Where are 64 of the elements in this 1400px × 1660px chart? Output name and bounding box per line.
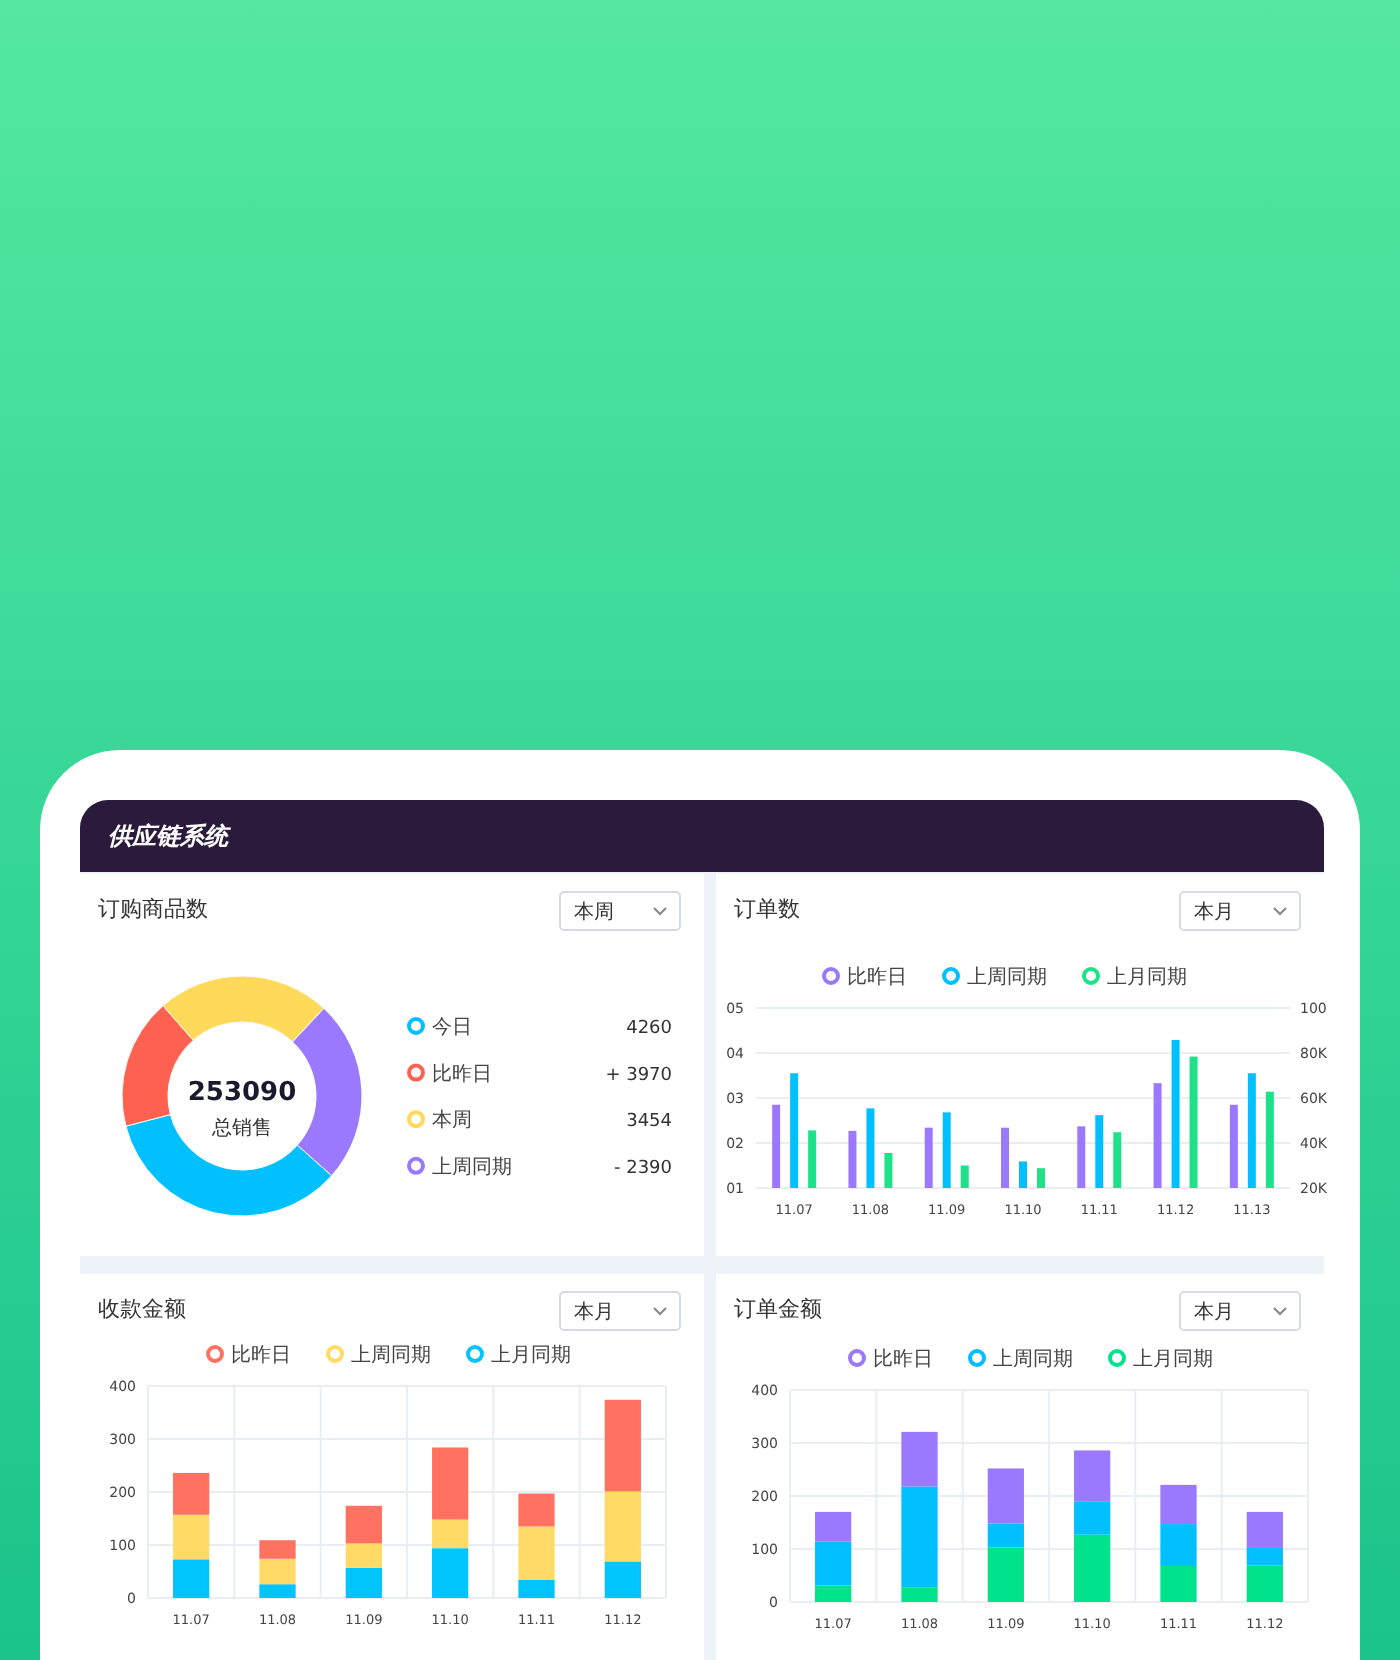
bar [901,1486,938,1588]
bar [1160,1524,1197,1566]
legend-label: 上月同期 [1133,1347,1213,1371]
chart-title: 订单数 [734,896,800,922]
bar [432,1447,469,1520]
chart-subtitle: 本月 [1194,1300,1234,1324]
text: 供应链系统 [108,822,232,850]
text: 总销售 [210,1116,272,1140]
bar [1246,1511,1283,1548]
bar [345,1567,382,1598]
bar [987,1547,1024,1602]
bar [604,1561,641,1598]
chart-subtitle: 本月 [1194,900,1234,924]
bar [1160,1484,1197,1525]
legend-label: 比昨日 [231,1343,291,1367]
bar [1074,1450,1111,1502]
bar [815,1585,852,1602]
bar [173,1514,210,1560]
bar [259,1558,296,1585]
chart-subtitle: 本月 [574,1300,614,1324]
legend-label: 上周同期 [993,1347,1073,1371]
bar [987,1523,1024,1548]
bar [604,1399,641,1492]
bar [259,1540,296,1559]
text: 253090 [187,1078,297,1108]
legend-label: 上周同期 [351,1343,431,1367]
text: + 3970 [605,1065,673,1086]
bar [345,1543,382,1568]
bar [604,1491,641,1562]
bar [987,1468,1024,1524]
bar [1246,1565,1283,1602]
bar [173,1472,210,1515]
bar [815,1511,852,1542]
bar [518,1579,555,1598]
legend-label: 上周同期 [967,965,1047,989]
legend-label: 上周同期 [432,1154,512,1179]
text: 4260 [626,1019,673,1039]
bar [259,1584,296,1598]
legend-label: 今日 [432,1015,472,1039]
text: 本周 [574,900,614,924]
bar [1074,1501,1111,1535]
bar [901,1587,938,1602]
legend-label: 本周 [432,1108,472,1133]
bar [345,1505,382,1544]
bar [901,1431,938,1487]
legend-label: 上月同期 [491,1343,571,1367]
bar [1160,1565,1197,1602]
bar [518,1493,555,1527]
text: 3454 [626,1112,673,1133]
bar [1246,1547,1283,1566]
chart-title: 收款金额 [98,1296,186,1322]
legend-label: 比昨日 [847,965,907,989]
legend-label: 上月同期 [1107,965,1187,989]
bar [432,1519,469,1549]
bar [432,1548,469,1598]
chart-title: 订单金额 [734,1296,822,1322]
legend-label: 比昨日 [432,1061,492,1086]
bar [815,1541,852,1586]
chart-title: 订购商品数 [98,896,208,922]
bar [518,1526,555,1580]
bar [1074,1534,1111,1602]
bar [173,1559,210,1598]
text: - 2390 [613,1158,673,1179]
legend-label: 比昨日 [873,1347,933,1371]
